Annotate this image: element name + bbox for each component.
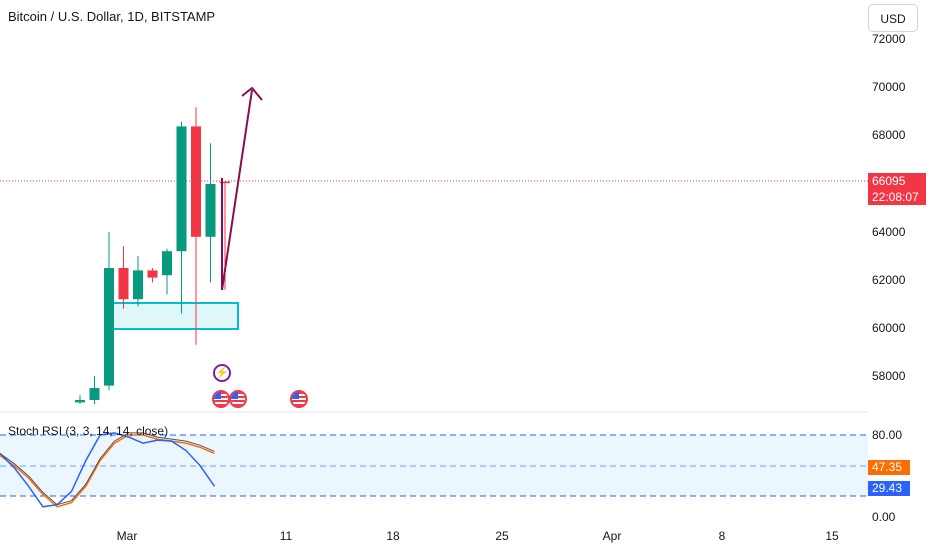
demand-zone-box [111,302,239,330]
candle-body [75,400,85,403]
date-axis-label: 15 [825,529,839,543]
us-flag-event-icon[interactable] [290,390,308,408]
price-axis-label: 68000 [872,128,906,142]
candle-body [118,268,129,300]
trend-arrow-drawing [221,86,263,291]
date-axis-label: 8 [718,529,726,543]
bar-countdown-badge: 22:08:07 [868,189,926,205]
candle-body [147,270,158,278]
candle-body [162,251,172,276]
lightning-event-icon[interactable]: ⚡ [213,364,231,382]
us-flag-event-icon[interactable] [229,390,247,408]
price-axis-label: 70000 [872,80,906,94]
candle-body [220,181,230,184]
us-flag-event-icon[interactable] [212,390,230,408]
candle-body [191,126,201,237]
stoch-k-line [0,432,216,508]
date-axis-label: 11 [279,529,293,543]
price-axis-label: 72000 [872,32,906,46]
candle-body [133,270,143,300]
stoch-k-badge: 47.35 [868,460,910,475]
candle-body [104,268,114,386]
stoch-axis-80: 80.00 [872,428,903,442]
candle-body [205,184,216,237]
price-axis-label: 58000 [872,369,906,383]
stoch-d-line [0,434,215,508]
currency-button[interactable]: USD [868,4,918,32]
candle-body [176,126,187,252]
last-price-badge: 66095 [868,173,926,189]
date-axis-label: Mar [116,529,138,543]
chart-title: Bitcoin / U.S. Dollar, 1D, BITSTAMP [8,9,216,24]
price-axis-label: 64000 [872,225,906,239]
stoch-d-badge: 29.43 [868,481,910,496]
price-axis-label: 60000 [872,321,906,335]
date-axis-label: Apr [602,529,622,543]
date-axis-label: 18 [386,529,400,543]
price-axis-label: 62000 [872,273,906,287]
candlestick-series [75,107,230,404]
candle-body [89,388,100,400]
stoch-signal-line [0,432,215,506]
date-axis-label: 25 [495,529,509,543]
stoch-rsi-legend[interactable]: Stoch RSI (3, 3, 14, 14, close) [8,424,169,438]
stoch-axis-0: 0.00 [872,510,896,524]
